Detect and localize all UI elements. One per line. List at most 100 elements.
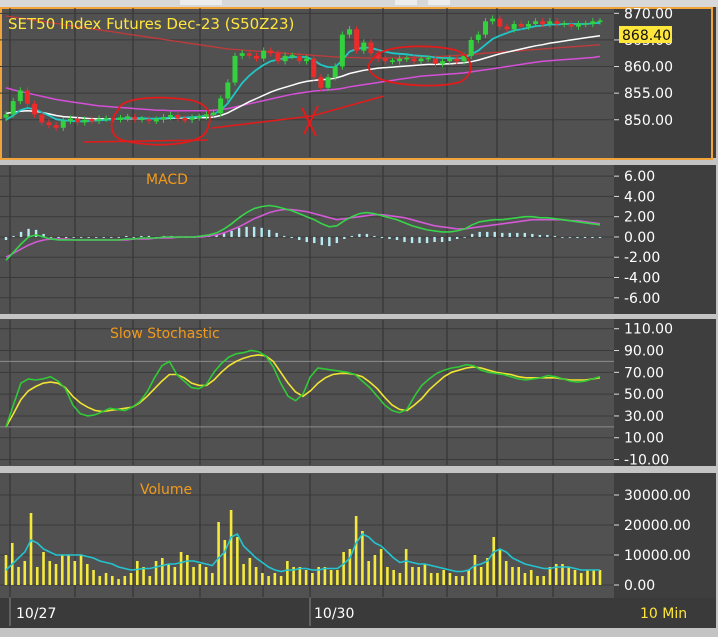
macd-histogram-bar bbox=[283, 235, 286, 237]
volume-bar bbox=[573, 570, 577, 585]
candle-body bbox=[339, 34, 345, 67]
annotation-circle bbox=[110, 96, 211, 146]
macd-histogram-bar bbox=[313, 236, 316, 244]
volume-bar bbox=[517, 567, 521, 585]
macd-histogram-bar bbox=[553, 235, 557, 237]
y-tick-label: 850.00 bbox=[624, 113, 673, 129]
volume-bar bbox=[579, 573, 583, 585]
volume-bar bbox=[236, 537, 239, 585]
candle-body bbox=[17, 90, 23, 102]
volume-bar bbox=[29, 513, 33, 585]
volume-bar bbox=[492, 537, 496, 585]
toolbar-tab[interactable] bbox=[428, 0, 450, 5]
candle-body bbox=[490, 18, 496, 22]
volume-bar bbox=[442, 570, 445, 585]
volume-bar bbox=[536, 576, 539, 585]
volume-bar bbox=[186, 555, 189, 585]
macd-histogram-bar bbox=[72, 236, 75, 238]
volume-bar bbox=[48, 561, 52, 585]
toolbar-tab[interactable] bbox=[180, 0, 222, 5]
macd-histogram-bar bbox=[343, 236, 346, 239]
candle-body bbox=[504, 26, 510, 30]
macd-histogram-bar bbox=[425, 236, 429, 244]
macd-histogram-bar bbox=[516, 232, 519, 237]
volume-bar bbox=[67, 555, 70, 585]
macd-histogram-bar bbox=[49, 236, 53, 238]
volume-bar bbox=[261, 573, 264, 585]
macd-histogram-bar bbox=[64, 236, 68, 238]
top-toolbar-strip bbox=[0, 0, 718, 7]
macd-histogram-bar bbox=[373, 235, 376, 237]
macd-histogram-bar bbox=[42, 233, 45, 237]
macd-histogram-bar bbox=[395, 236, 399, 241]
macd-histogram-bar bbox=[523, 232, 527, 237]
volume-bar bbox=[85, 564, 89, 585]
volume-bar bbox=[17, 567, 20, 585]
volume-bar bbox=[467, 570, 470, 585]
date-label-1030: 10/30 bbox=[314, 606, 354, 622]
volume-bar bbox=[598, 570, 602, 585]
macd-histogram-bar bbox=[508, 232, 511, 237]
candle-body bbox=[447, 58, 453, 62]
candle-body bbox=[389, 60, 395, 62]
macd-axis bbox=[614, 165, 716, 314]
volume-bar bbox=[161, 558, 164, 585]
volume-bar bbox=[154, 561, 158, 585]
volume-bar bbox=[411, 567, 414, 585]
candle-body bbox=[511, 23, 517, 30]
volume-bar bbox=[342, 552, 345, 585]
annotation-cross bbox=[301, 105, 319, 137]
volume-bar bbox=[354, 516, 358, 585]
volume-bar bbox=[198, 564, 202, 585]
volume-bar bbox=[242, 564, 245, 585]
y-tick-label: -6.00 bbox=[624, 291, 660, 307]
candle-body bbox=[425, 57, 431, 60]
volume-bar bbox=[336, 570, 339, 585]
candle-body bbox=[311, 58, 317, 78]
candle-body bbox=[547, 21, 553, 24]
volume-bar bbox=[592, 570, 596, 585]
volume-bar bbox=[254, 567, 258, 585]
macd-histogram-bar bbox=[388, 236, 391, 239]
volume-bar bbox=[54, 564, 58, 585]
volume-bar bbox=[292, 567, 295, 585]
volume-bar bbox=[404, 549, 408, 585]
last-price-badge bbox=[619, 26, 672, 43]
volume-bar bbox=[92, 570, 95, 585]
volume-bar bbox=[454, 576, 458, 585]
candle-body bbox=[404, 57, 410, 60]
macd-histogram-bar bbox=[403, 236, 406, 243]
candle-body bbox=[576, 23, 582, 27]
candle-body bbox=[239, 53, 245, 56]
volume-bar bbox=[504, 561, 508, 585]
volume-bar bbox=[98, 576, 102, 585]
macd-histogram-bar bbox=[87, 236, 90, 238]
candle-body bbox=[225, 82, 231, 99]
candle-body bbox=[218, 98, 224, 114]
macd-histogram-bar bbox=[110, 236, 113, 238]
toolbar-tab[interactable] bbox=[395, 0, 417, 5]
y-tick-label: 30000.00 bbox=[624, 488, 691, 504]
candle-body bbox=[3, 114, 9, 118]
candle-body bbox=[168, 114, 174, 118]
candle-body bbox=[132, 117, 138, 120]
candle-body bbox=[96, 118, 102, 121]
volume-bar bbox=[173, 567, 177, 585]
macd-histogram-bar bbox=[410, 236, 414, 244]
stochastic-k-line bbox=[5, 349, 601, 428]
y-tick-label: 4.00 bbox=[624, 189, 655, 205]
timeframe-label[interactable]: 10 Min bbox=[640, 606, 687, 622]
volume-bar bbox=[123, 576, 127, 585]
volume-bar bbox=[423, 564, 427, 585]
macd-histogram-bar bbox=[478, 231, 481, 237]
volume-bar bbox=[392, 570, 395, 585]
volume-bar bbox=[417, 567, 420, 585]
volume-ma-line bbox=[5, 532, 600, 573]
y-tick-label: 10000.00 bbox=[624, 548, 691, 564]
candle-body bbox=[368, 42, 374, 54]
y-tick-label: 110.00 bbox=[624, 322, 673, 338]
macd-histogram-bar bbox=[470, 233, 474, 237]
volume-bar bbox=[448, 573, 452, 585]
volume-bar bbox=[523, 573, 527, 585]
candle-body bbox=[411, 58, 417, 62]
